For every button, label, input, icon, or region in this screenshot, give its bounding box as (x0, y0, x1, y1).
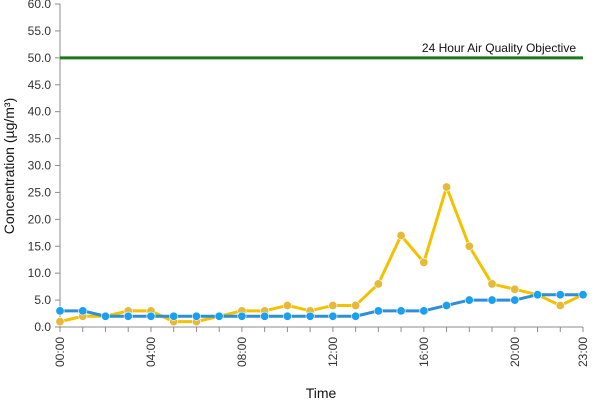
objective-label: 24 Hour Air Quality Objective (422, 41, 576, 55)
series-2-point (555, 290, 565, 300)
series-2-point (487, 295, 497, 305)
series-1-point (373, 279, 383, 289)
series-2-point (55, 306, 65, 316)
series-1-point (419, 257, 429, 267)
x-tick-label: 12:00 (326, 337, 340, 367)
x-tick-label: 04:00 (144, 337, 158, 367)
y-axis-title: Concentration (µg/m³) (1, 98, 17, 234)
series-2-point (373, 306, 383, 316)
y-tick-label: 5.0 (34, 293, 51, 307)
series-2-point (442, 300, 452, 310)
series-1-point (328, 300, 338, 310)
series-2 (55, 290, 588, 321)
y-tick-label: 55.0 (28, 24, 52, 38)
series-2-point (464, 295, 474, 305)
series-2-point (396, 306, 406, 316)
y-tick-label: 10.0 (28, 266, 52, 280)
x-tick-label: 08:00 (235, 337, 249, 367)
y-tick-label: 20.0 (28, 212, 52, 226)
x-tick-label: 23:00 (576, 337, 590, 367)
series-1-point (55, 317, 65, 327)
series-group (55, 182, 588, 327)
series-2-line (60, 293, 583, 318)
y-tick-label: 25.0 (28, 185, 52, 199)
y-tick-label: 45.0 (28, 78, 52, 92)
series-2-point (191, 311, 201, 321)
reference-line-group: 24 Hour Air Quality Objective (60, 41, 583, 60)
series-2-point (100, 311, 110, 321)
series-2-point (282, 311, 292, 321)
series-2-point (328, 311, 338, 321)
y-tick-label: 35.0 (28, 132, 52, 146)
series-2-point (146, 311, 156, 321)
series-1-point (282, 300, 292, 310)
series-2-point (351, 311, 361, 321)
series-2-point (260, 311, 270, 321)
x-axis-title: Time (306, 385, 337, 400)
series-1-point (351, 300, 361, 310)
series-1-point (464, 241, 474, 251)
x-axis-ticks: 00:00 04:00 08:00 12:00 16:00 20:00 23:00 (53, 327, 590, 367)
series-2-point (305, 311, 315, 321)
series-2-point (169, 311, 179, 321)
series-1-point (487, 279, 497, 289)
x-tick-label: 20:00 (508, 337, 522, 367)
y-axis-ticks: 0.0 5.0 10.0 15.0 20.0 25.0 30.0 35.0 40.0 45.0 50… (28, 0, 60, 334)
y-tick-label: 50.0 (28, 51, 52, 65)
series-1-point (555, 300, 565, 310)
series-1 (55, 182, 588, 327)
series-2-point (419, 306, 429, 316)
series-1-point (510, 284, 520, 294)
series-2-point (510, 295, 520, 305)
series-2-point (214, 311, 224, 321)
x-tick-label: 16:00 (417, 337, 431, 367)
series-2-point (78, 306, 88, 316)
y-tick-label: 15.0 (28, 239, 52, 253)
y-tick-label: 60.0 (28, 0, 52, 11)
series-1-point (396, 230, 406, 240)
y-tick-label: 30.0 (28, 159, 52, 173)
series-1-point (442, 182, 452, 192)
series-2-point (533, 290, 543, 300)
x-tick-label: 00:00 (53, 337, 67, 367)
y-tick-label: 0.0 (34, 320, 51, 334)
series-2-point (123, 311, 133, 321)
y-tick-label: 40.0 (28, 105, 52, 119)
series-2-point (578, 290, 588, 300)
series-2-point (237, 311, 247, 321)
